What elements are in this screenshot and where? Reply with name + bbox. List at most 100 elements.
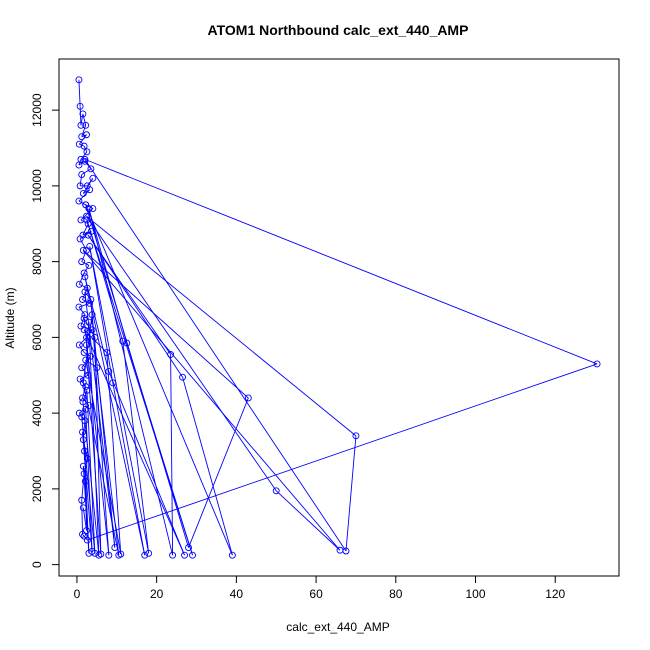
- data-point: [93, 364, 101, 372]
- series-segment: [85, 204, 233, 556]
- data-point: [593, 360, 601, 368]
- data-point: [75, 341, 83, 349]
- series-segment: [80, 314, 86, 327]
- data-point: [87, 165, 95, 173]
- data-point: [83, 527, 90, 534]
- data-point: [83, 216, 91, 224]
- y-tick-label: 0: [30, 561, 44, 568]
- data-point: [83, 341, 90, 349]
- series-segment: [84, 276, 110, 372]
- data-point: [181, 551, 189, 559]
- series-segment: [79, 283, 88, 289]
- data-point: [91, 333, 99, 341]
- data-point: [169, 551, 177, 559]
- data-point: [75, 161, 83, 169]
- y-axis: 0 2000 4000 6000 8000 10000 12000: [30, 93, 60, 568]
- series-segment: [345, 435, 357, 552]
- series-segment: [86, 215, 277, 492]
- data-point: [81, 447, 88, 455]
- series-segment: [84, 159, 347, 552]
- series-segment: [82, 534, 85, 537]
- data-point: [80, 326, 88, 334]
- data-point: [88, 326, 96, 334]
- data-point: [78, 496, 86, 504]
- data-point: [352, 432, 360, 440]
- data-point: [79, 398, 87, 406]
- data-point: [83, 212, 90, 220]
- data-point: [80, 142, 88, 150]
- data-point: [83, 536, 91, 544]
- series-segment: [85, 409, 93, 552]
- series-segment: [79, 174, 83, 186]
- data-point: [75, 409, 83, 417]
- data-point: [111, 544, 119, 552]
- data-point: [83, 386, 91, 394]
- series-segment: [82, 113, 87, 126]
- data-point: [85, 549, 93, 557]
- data-point: [82, 356, 90, 364]
- data-point: [119, 337, 127, 345]
- series-segment: [170, 354, 174, 556]
- data-point: [75, 280, 83, 288]
- data-point: [79, 436, 87, 444]
- series-segment: [81, 168, 92, 175]
- series-segment: [78, 302, 90, 308]
- plot-area: [75, 76, 601, 559]
- data-point: [89, 205, 97, 213]
- data-point: [82, 383, 90, 391]
- data-point: [79, 462, 87, 470]
- y-tick-label: 12000: [30, 93, 44, 127]
- x-tick-label: 100: [465, 587, 485, 601]
- series-segment: [106, 352, 122, 555]
- x-tick-label: 20: [150, 587, 164, 601]
- data-point: [105, 368, 113, 375]
- data-point: [75, 140, 83, 148]
- series-segment: [86, 219, 124, 342]
- series-segment: [188, 397, 249, 548]
- series-segment: [82, 223, 89, 236]
- data-point: [86, 243, 94, 250]
- data-point: [83, 284, 91, 292]
- data-point: [109, 379, 117, 387]
- data-point: [83, 182, 91, 190]
- data-point: [79, 190, 87, 197]
- series-segment: [182, 377, 233, 556]
- data-point: [83, 333, 90, 341]
- series-segment: [275, 490, 341, 551]
- data-point: [78, 258, 86, 266]
- data-point: [86, 299, 94, 307]
- data-point: [84, 220, 92, 228]
- data-point: [85, 318, 93, 326]
- data-point: [105, 551, 113, 559]
- data-point: [87, 352, 94, 360]
- series-segment: [108, 371, 185, 556]
- data-point: [78, 171, 86, 178]
- y-tick-label: 6000: [30, 324, 44, 351]
- y-tick-label: 8000: [30, 248, 44, 275]
- data-point: [145, 549, 153, 557]
- series-segment: [83, 265, 90, 274]
- data-point: [80, 470, 88, 478]
- data-point: [79, 110, 87, 118]
- data-point: [185, 544, 192, 552]
- data-point: [87, 296, 95, 303]
- data-point: [123, 339, 131, 347]
- data-point: [84, 231, 92, 239]
- series-segment: [86, 219, 193, 556]
- x-tick-label: 0: [74, 587, 81, 601]
- series-segment: [86, 344, 102, 555]
- data-point: [189, 551, 196, 559]
- series-segment: [81, 261, 90, 266]
- data-point: [272, 487, 280, 495]
- series-segment: [79, 337, 87, 346]
- data-point: [84, 371, 92, 379]
- data-point: [83, 131, 90, 139]
- series-segment: [89, 246, 150, 554]
- data-point: [115, 551, 123, 559]
- data-point: [89, 174, 97, 182]
- data-point: [81, 288, 89, 296]
- data-point: [85, 205, 93, 213]
- data-point: [95, 551, 103, 559]
